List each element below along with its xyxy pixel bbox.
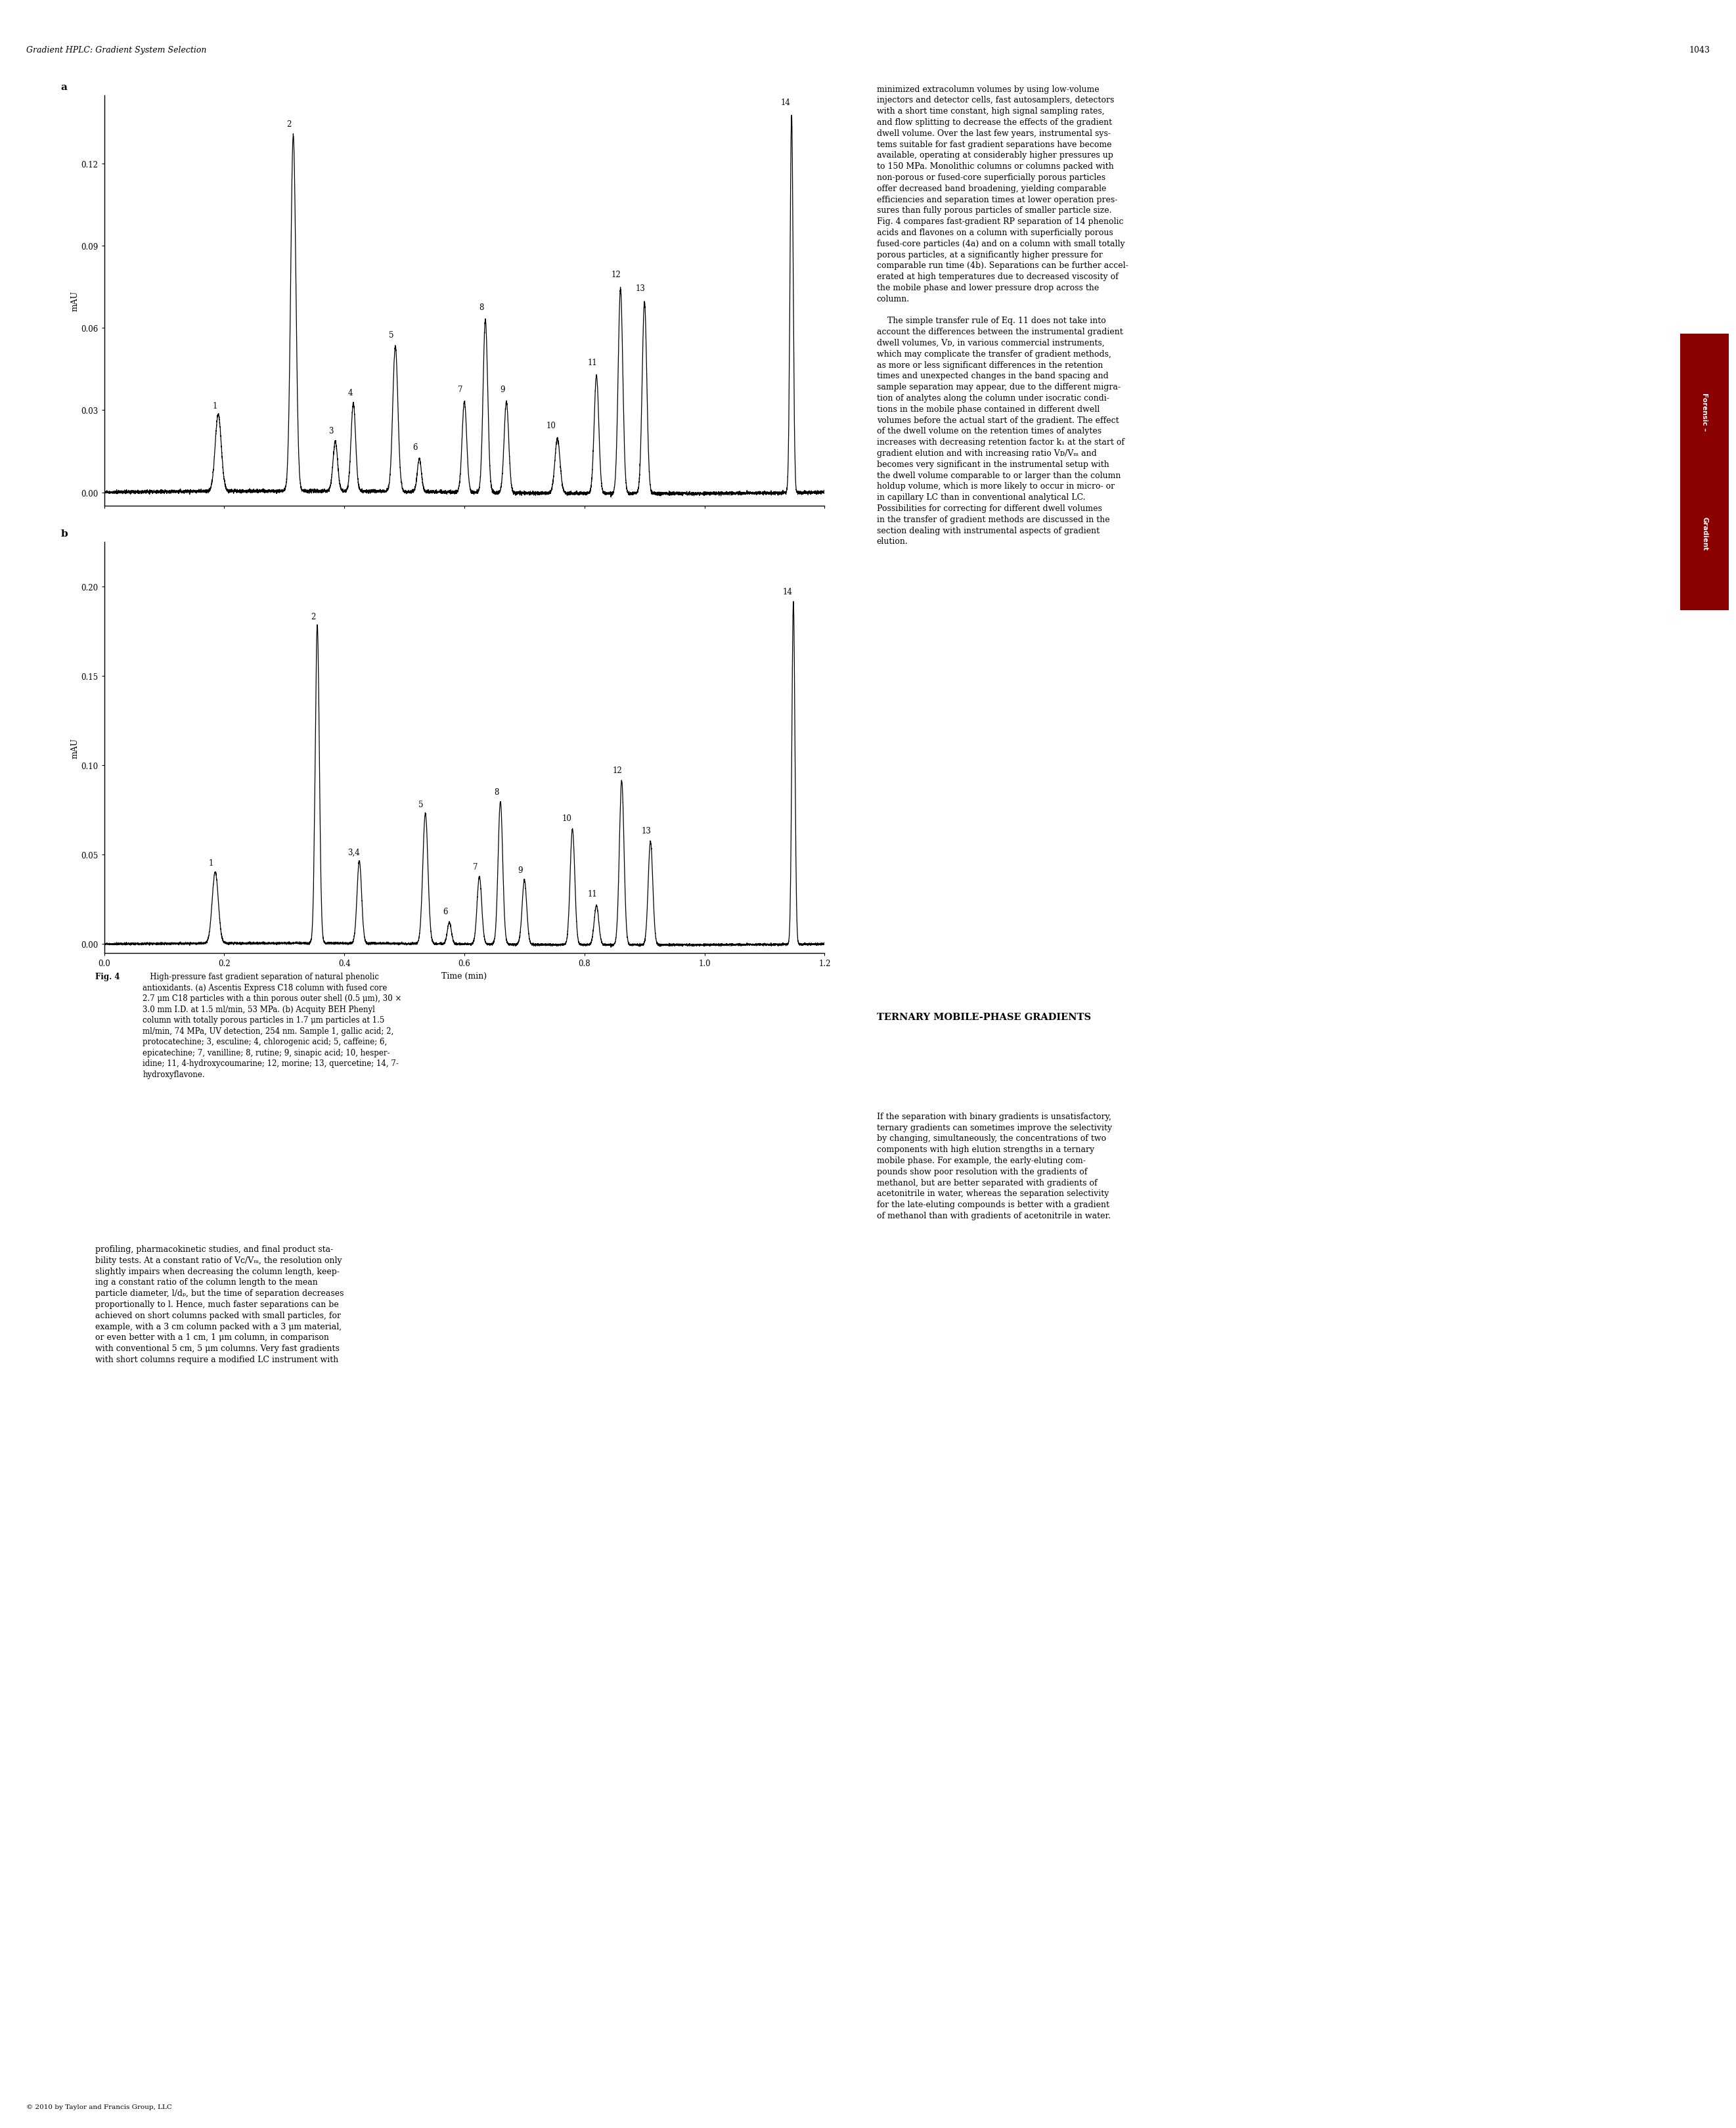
Text: High-pressure fast gradient separation of natural phenolic
antioxidants. (a) Asc: High-pressure fast gradient separation o…: [142, 972, 401, 1079]
Text: 4: 4: [347, 389, 352, 398]
Text: 8: 8: [493, 787, 498, 796]
Text: 13: 13: [635, 285, 646, 294]
Text: 2: 2: [286, 119, 292, 128]
Text: 3: 3: [328, 428, 333, 436]
Text: 1043: 1043: [1689, 47, 1710, 55]
Text: 8: 8: [479, 304, 484, 313]
Text: a: a: [61, 83, 68, 92]
Text: 5: 5: [418, 800, 424, 809]
X-axis label: Time (min): Time (min): [441, 972, 488, 981]
Text: 14: 14: [781, 98, 790, 106]
Text: 12: 12: [613, 766, 621, 775]
Text: Forensic –: Forensic –: [1701, 392, 1708, 430]
Text: 11: 11: [587, 890, 597, 898]
Text: Fig. 4: Fig. 4: [95, 972, 120, 981]
Text: 2: 2: [311, 613, 316, 621]
Text: © 2010 by Taylor and Francis Group, LLC: © 2010 by Taylor and Francis Group, LLC: [26, 2105, 172, 2109]
Text: Gradient: Gradient: [1701, 517, 1708, 551]
Text: 14: 14: [783, 587, 792, 596]
Text: TERNARY MOBILE-PHASE GRADIENTS: TERNARY MOBILE-PHASE GRADIENTS: [877, 1013, 1090, 1021]
Y-axis label: mAU: mAU: [71, 738, 80, 758]
Text: 7: 7: [458, 385, 462, 394]
Text: profiling, pharmacokinetic studies, and final product sta-
bility tests. At a co: profiling, pharmacokinetic studies, and …: [95, 1245, 344, 1364]
Text: 10: 10: [562, 815, 571, 824]
Text: 9: 9: [500, 385, 505, 394]
Text: 9: 9: [517, 866, 523, 875]
Text: 12: 12: [611, 270, 621, 279]
Text: 1: 1: [208, 860, 214, 868]
Text: 11: 11: [587, 358, 597, 366]
Text: 3,4: 3,4: [347, 849, 359, 858]
Text: If the separation with binary gradients is unsatisfactory,
ternary gradients can: If the separation with binary gradients …: [877, 1113, 1111, 1219]
Text: Gradient HPLC: Gradient System Selection: Gradient HPLC: Gradient System Selection: [26, 47, 207, 55]
Text: 6: 6: [413, 443, 418, 451]
Text: 10: 10: [547, 421, 556, 430]
Text: b: b: [61, 530, 68, 538]
Text: 13: 13: [641, 828, 651, 836]
Y-axis label: mAU: mAU: [71, 292, 80, 311]
Text: minimized extracolumn volumes by using low-volume
injectors and detector cells, : minimized extracolumn volumes by using l…: [877, 85, 1128, 547]
Text: 5: 5: [389, 332, 394, 340]
Text: 1: 1: [214, 402, 217, 411]
Text: 6: 6: [443, 907, 448, 915]
Text: 7: 7: [472, 862, 477, 870]
